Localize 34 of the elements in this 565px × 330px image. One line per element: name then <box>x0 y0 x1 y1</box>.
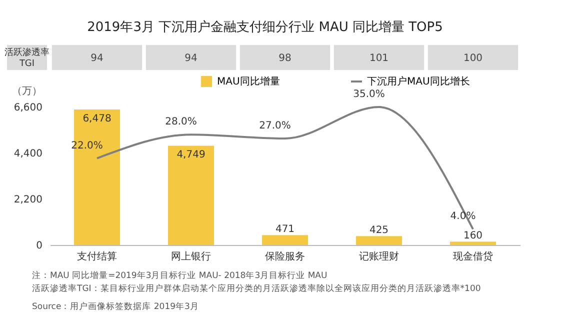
text: 活跃渗透率TGI：某目标行业用户群体启动某个应用分类的月活跃渗透率除以全网该应用分类的月活跃渗透率*100 <box>32 283 481 294</box>
legend-label: MAU同比增量 <box>217 76 280 88</box>
text: 98 <box>278 53 292 64</box>
bar <box>450 242 496 245</box>
data-label: 27.0% <box>259 120 291 132</box>
x-tick-label: 现金借贷 <box>453 250 493 262</box>
data-label: 4,749 <box>176 150 206 161</box>
y-tick-label: 6,600 <box>14 102 42 114</box>
chart-title: 2019年3月 下沉用户金融支付细分行业 MAU 同比增量 TOP5 <box>87 20 443 35</box>
text: 101 <box>369 53 389 64</box>
x-tick-label: 网上银行 <box>171 250 211 262</box>
data-label: 28.0% <box>165 116 197 128</box>
y-tick-label: 0 <box>36 240 42 252</box>
data-label: 160 <box>463 230 483 242</box>
x-tick-label: 记账理财 <box>359 250 399 262</box>
data-label: 471 <box>275 224 295 236</box>
data-label: 6,478 <box>82 114 112 125</box>
legend-label: 下沉用户MAU同比增长 <box>367 76 470 88</box>
x-tick-label: 保险服务 <box>265 250 305 262</box>
text: 100 <box>463 53 483 64</box>
y-tick-label: 4,400 <box>14 148 42 160</box>
data-label: 35.0% <box>353 89 385 100</box>
text: 注：MAU 同比增量=2019年3月目标行业 MAU- 2018年3月目标行业 MAU <box>32 270 328 281</box>
text: 94 <box>90 53 104 64</box>
y-axis-title: （万） <box>12 86 42 97</box>
bar <box>262 235 308 245</box>
data-label: 425 <box>369 225 389 236</box>
x-tick-label: 支付结算 <box>77 250 117 262</box>
bar <box>356 236 402 245</box>
source-note: Source：用户画像标签数据库 2019年3月 <box>32 301 199 312</box>
y-tick-label: 2,200 <box>14 194 42 206</box>
bar <box>168 146 214 245</box>
text: 94 <box>184 53 198 64</box>
text: 活跃渗透率TGI <box>4 47 50 69</box>
